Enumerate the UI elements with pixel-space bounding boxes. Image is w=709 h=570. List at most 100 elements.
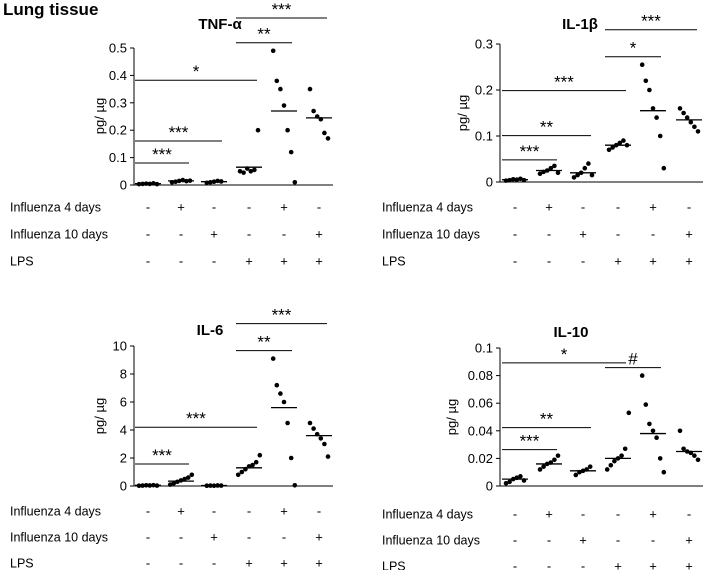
il-10-condition-mark: - xyxy=(547,559,551,570)
tnf-alpha-data-point xyxy=(255,127,261,133)
il-6-data-point xyxy=(171,480,177,486)
il-10-y-tick-label: 0.1 xyxy=(475,341,493,356)
tnf-alpha-y-tick-label: 0.1 xyxy=(109,150,127,165)
il-6-condition-mark: - xyxy=(146,530,150,545)
il-10-data-point xyxy=(587,464,593,469)
tnf-alpha-significance-label: *** xyxy=(272,0,292,19)
il-10-condition-mark: - xyxy=(616,533,620,548)
tnf-alpha-condition-mark: - xyxy=(212,254,216,269)
tnf-alpha-y-tick-label: 0.2 xyxy=(109,123,127,138)
il-1b-condition-mark: - xyxy=(513,254,517,269)
il-10-data-point xyxy=(639,373,645,378)
il-10-data-point xyxy=(552,457,557,463)
il-10-data-point xyxy=(573,472,579,478)
il-10-data-point xyxy=(622,446,628,452)
tnf-alpha-data-point xyxy=(270,48,276,54)
tnf-alpha-condition-label: Influenza 4 days xyxy=(10,201,101,215)
il-10-data-point xyxy=(661,469,667,475)
il-6-significance-label: *** xyxy=(152,446,172,465)
il-10-condition-mark: + xyxy=(579,533,587,548)
tnf-alpha-y-tick-label: 0.4 xyxy=(109,68,127,83)
il-10-condition-mark: + xyxy=(685,559,693,570)
il-1b-data-point xyxy=(571,175,577,180)
il-1b-y-tick-label: 0.2 xyxy=(475,83,493,98)
il-6-data-point xyxy=(270,356,276,361)
il-1b-condition-mark: - xyxy=(651,227,655,242)
il-1b-data-point xyxy=(681,110,686,116)
il-6-condition-label: Influenza 4 days xyxy=(10,505,101,519)
il-1b-significance-label: *** xyxy=(520,142,540,161)
tnf-alpha-data-point xyxy=(311,108,316,114)
il-6-data-point xyxy=(307,420,313,426)
tnf-alpha-condition-mark: + xyxy=(177,200,185,215)
il-1b-condition-mark: + xyxy=(649,200,657,215)
il-10-data-point xyxy=(626,410,632,416)
il-6-data-point xyxy=(288,455,294,461)
il-10-data-point xyxy=(507,479,512,485)
il-1b-data-point xyxy=(621,138,626,143)
il-10-significance-label: * xyxy=(561,345,568,364)
tnf-alpha-panel: TNF-α00.10.20.30.40.5pg/ µg************I… xyxy=(10,0,333,269)
il-1b-condition-mark: - xyxy=(547,227,551,242)
il-10-data-point xyxy=(643,402,649,407)
tnf-alpha-data-point xyxy=(285,127,290,133)
il-1b-data-point xyxy=(684,115,690,120)
tnf-alpha-data-point xyxy=(237,169,243,174)
il-10-condition-label: Influenza 4 days xyxy=(382,508,473,522)
tnf-alpha-data-point xyxy=(252,167,257,173)
il-10-significance-label: ** xyxy=(540,410,554,429)
il-1b-condition-label: LPS xyxy=(382,255,406,269)
il-10-condition-mark: + xyxy=(545,507,553,522)
il-6-data-point xyxy=(285,420,290,426)
il-6-condition-mark: + xyxy=(280,556,288,570)
tnf-alpha-significance-label: ** xyxy=(257,25,271,44)
il-1b-y-axis-label: pg/ µg xyxy=(455,95,470,131)
tnf-alpha-data-point xyxy=(322,130,327,136)
il-10-condition-mark: - xyxy=(616,507,620,522)
il-1b-condition-mark: + xyxy=(685,254,693,269)
il-10-y-tick-label: 0.08 xyxy=(468,368,493,383)
tnf-alpha-condition-mark: - xyxy=(282,227,286,242)
tnf-alpha-y-axis-label: pg/ µg xyxy=(92,98,107,134)
il-1b-data-point xyxy=(688,119,694,125)
il-6-y-tick-label: 0 xyxy=(120,479,127,494)
il-1b-significance-label: * xyxy=(630,39,637,58)
il-10-y-tick-label: 0.06 xyxy=(468,396,493,411)
il-6-data-point xyxy=(292,483,298,488)
il-1b-data-point xyxy=(657,133,663,139)
il-6-condition-mark: + xyxy=(315,530,323,545)
il-1b-condition-mark: + xyxy=(545,200,553,215)
il-10-data-point xyxy=(647,421,652,427)
il-1b-condition-label: Influenza 10 days xyxy=(382,228,480,242)
il-6-data-point xyxy=(182,476,187,482)
tnf-alpha-significance-label: *** xyxy=(152,145,172,164)
il-1b-data-point xyxy=(606,147,612,153)
il-6-y-tick-label: 4 xyxy=(120,423,127,438)
il-1b-data-point xyxy=(695,129,701,134)
tnf-alpha-condition-mark: - xyxy=(179,254,183,269)
il-10-condition-mark: + xyxy=(649,559,657,570)
il-6-data-point xyxy=(318,436,324,441)
il-6-data-point xyxy=(322,441,327,447)
il-10-condition-mark: - xyxy=(513,559,517,570)
il-10-data-point xyxy=(681,446,686,452)
il-1b-data-point xyxy=(692,124,697,130)
il-6-condition-mark: + xyxy=(245,556,253,570)
il-6-significance-label: *** xyxy=(186,409,206,428)
il-1b-condition-mark: - xyxy=(581,200,585,215)
il-1b-data-point xyxy=(586,161,591,166)
il-6-condition-mark: - xyxy=(146,556,150,570)
il-1b-data-point xyxy=(575,172,580,178)
il-1b-y-tick-label: 0.1 xyxy=(475,129,493,144)
il-6-condition-mark: - xyxy=(282,530,286,545)
il-6-condition-mark: - xyxy=(212,556,216,570)
tnf-alpha-data-point xyxy=(248,169,254,174)
il-1b-data-point xyxy=(639,62,645,67)
tnf-alpha-condition-mark: - xyxy=(247,200,251,215)
il-1b-y-tick-label: 0.3 xyxy=(475,37,493,52)
il-1b-data-point xyxy=(647,87,652,93)
il-1b-condition-mark: - xyxy=(547,254,551,269)
